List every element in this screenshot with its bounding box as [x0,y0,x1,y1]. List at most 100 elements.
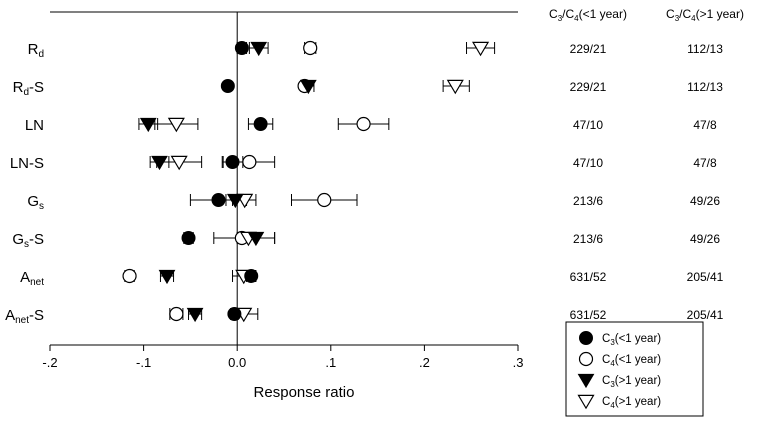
side-value-c0-r2: 47/10 [573,118,603,132]
category-label-base: G [12,231,24,248]
point-s3-r0 [472,41,490,57]
point-s2-r7 [186,307,204,323]
category-label-base: LN [25,117,44,134]
legend-label-base: C [602,396,610,408]
side-value-c1-r4: 49/26 [690,194,720,208]
point-s3-r1 [446,79,464,95]
legend: C3(<1 year)C4(<1 year)C3(>1 year)C4(>1 y… [565,321,704,417]
header-subscript: 4 [691,14,696,23]
side-value-c0-r5: 213/6 [573,232,603,246]
legend-label-suffix: (<1 year) [615,354,662,366]
legend-label-subscript: 3 [610,338,615,347]
x-tick-label-3: .1 [325,355,336,370]
legend-label-subscript: 4 [610,401,615,410]
point-s1-r3 [242,154,257,170]
legend-label-base: C [602,333,610,345]
category-label-base: G [27,193,39,210]
category-label-base: R [28,41,39,58]
category-label-base: A [5,307,15,324]
point-s3-r3 [170,155,188,171]
category-label-3: LN-S [10,155,44,172]
point-s0-r5 [181,231,196,245]
point-s0-r2 [253,117,268,131]
legend-label-suffix: (>1 year) [615,375,662,387]
header-part: (<1 year) [579,7,627,21]
point-s2-r4 [226,193,244,209]
point-s0-r7 [227,307,242,321]
side-column-header-0: C3/C4(<1 year) [549,7,627,23]
side-value-c1-r5: 49/26 [690,232,720,246]
x-tick-label-1: -.1 [136,355,151,370]
legend-marker-0 [579,331,593,345]
header-subscript: 3 [558,14,563,23]
category-label-subscript: d [23,87,29,98]
point-s2-r1 [299,79,317,95]
side-value-c0-r3: 47/10 [573,156,603,170]
legend-label-1: C4(<1 year) [602,354,661,368]
side-value-c0-r7: 631/52 [570,308,607,322]
legend-label-0: C3(<1 year) [602,333,661,347]
category-label-0: Rd [28,41,44,60]
header-part: C [549,7,558,21]
legend-marker-3 [577,394,595,410]
header-part: C [666,7,675,21]
category-label-suffix: -S [29,307,44,324]
point-s1-r4 [317,192,332,208]
category-label-suffix: -S [29,79,44,96]
x-tick-label-5: .3 [513,355,524,370]
side-value-c1-r3: 47/8 [693,156,717,170]
category-label-base: A [20,269,30,286]
legend-label-suffix: (<1 year) [615,333,662,345]
side-value-c1-r1: 112/13 [687,80,723,94]
point-s1-r2 [356,116,371,132]
x-tick-label-0: -.2 [42,355,57,370]
side-value-c1-r7: 205/41 [687,308,724,322]
point-s2-r5 [247,231,265,247]
side-value-c0-r1: 229/21 [570,80,607,94]
point-s2-r6 [158,269,176,285]
header-subscript: 4 [574,14,579,23]
legend-label-subscript: 4 [610,359,615,368]
side-value-c1-r6: 205/41 [687,270,724,284]
category-label-suffix: -S [29,231,44,248]
point-s0-r1 [220,79,235,93]
point-s1-r7 [169,306,184,322]
x-tick-label-2: 0.0 [228,355,246,370]
point-s0-r4 [211,193,226,207]
category-label-2: LN [25,117,44,134]
side-value-c0-r4: 213/6 [573,194,603,208]
category-label-subscript: s [24,239,29,250]
side-column-header-1: C3/C4(>1 year) [666,7,744,23]
legend-label-suffix: (>1 year) [615,396,662,408]
legend-label-base: C [602,354,610,366]
side-value-c1-r2: 47/8 [693,118,717,132]
point-s0-r0 [234,41,249,55]
legend-label-subscript: 3 [610,380,615,389]
point-s1-r0 [303,40,318,56]
header-part: /C [679,7,691,21]
category-label-subscript: d [38,49,44,60]
header-part: /C [562,7,574,21]
category-label-7: Anet-S [5,307,44,326]
category-label-subscript: net [30,277,44,288]
legend-label-3: C4(>1 year) [602,396,661,410]
plot-axes: -.2 -.1 0.0 .1 .2 .3 Response ratio [42,11,524,401]
category-label-subscript: s [39,201,44,212]
side-value-c0-r6: 631/52 [570,270,607,284]
point-s2-r0 [250,41,268,57]
point-s2-r2 [139,117,157,133]
x-tick-label-4: .2 [419,355,430,370]
category-label-1: Rd-S [13,79,44,98]
header-part: (>1 year) [696,7,744,21]
category-label-base: LN [10,155,29,172]
point-s1-r6 [122,268,137,284]
side-value-c0-r0: 229/21 [570,42,607,56]
legend-label-base: C [602,375,610,387]
legend-marker-1 [578,351,594,367]
category-label-6: Anet [20,269,44,288]
side-columns: C3/C4(<1 year)229/21229/2147/1047/10213/… [549,7,744,322]
point-s0-r3 [225,155,240,169]
category-label-4: Gs [27,193,44,212]
legend-marker-2 [577,373,595,389]
